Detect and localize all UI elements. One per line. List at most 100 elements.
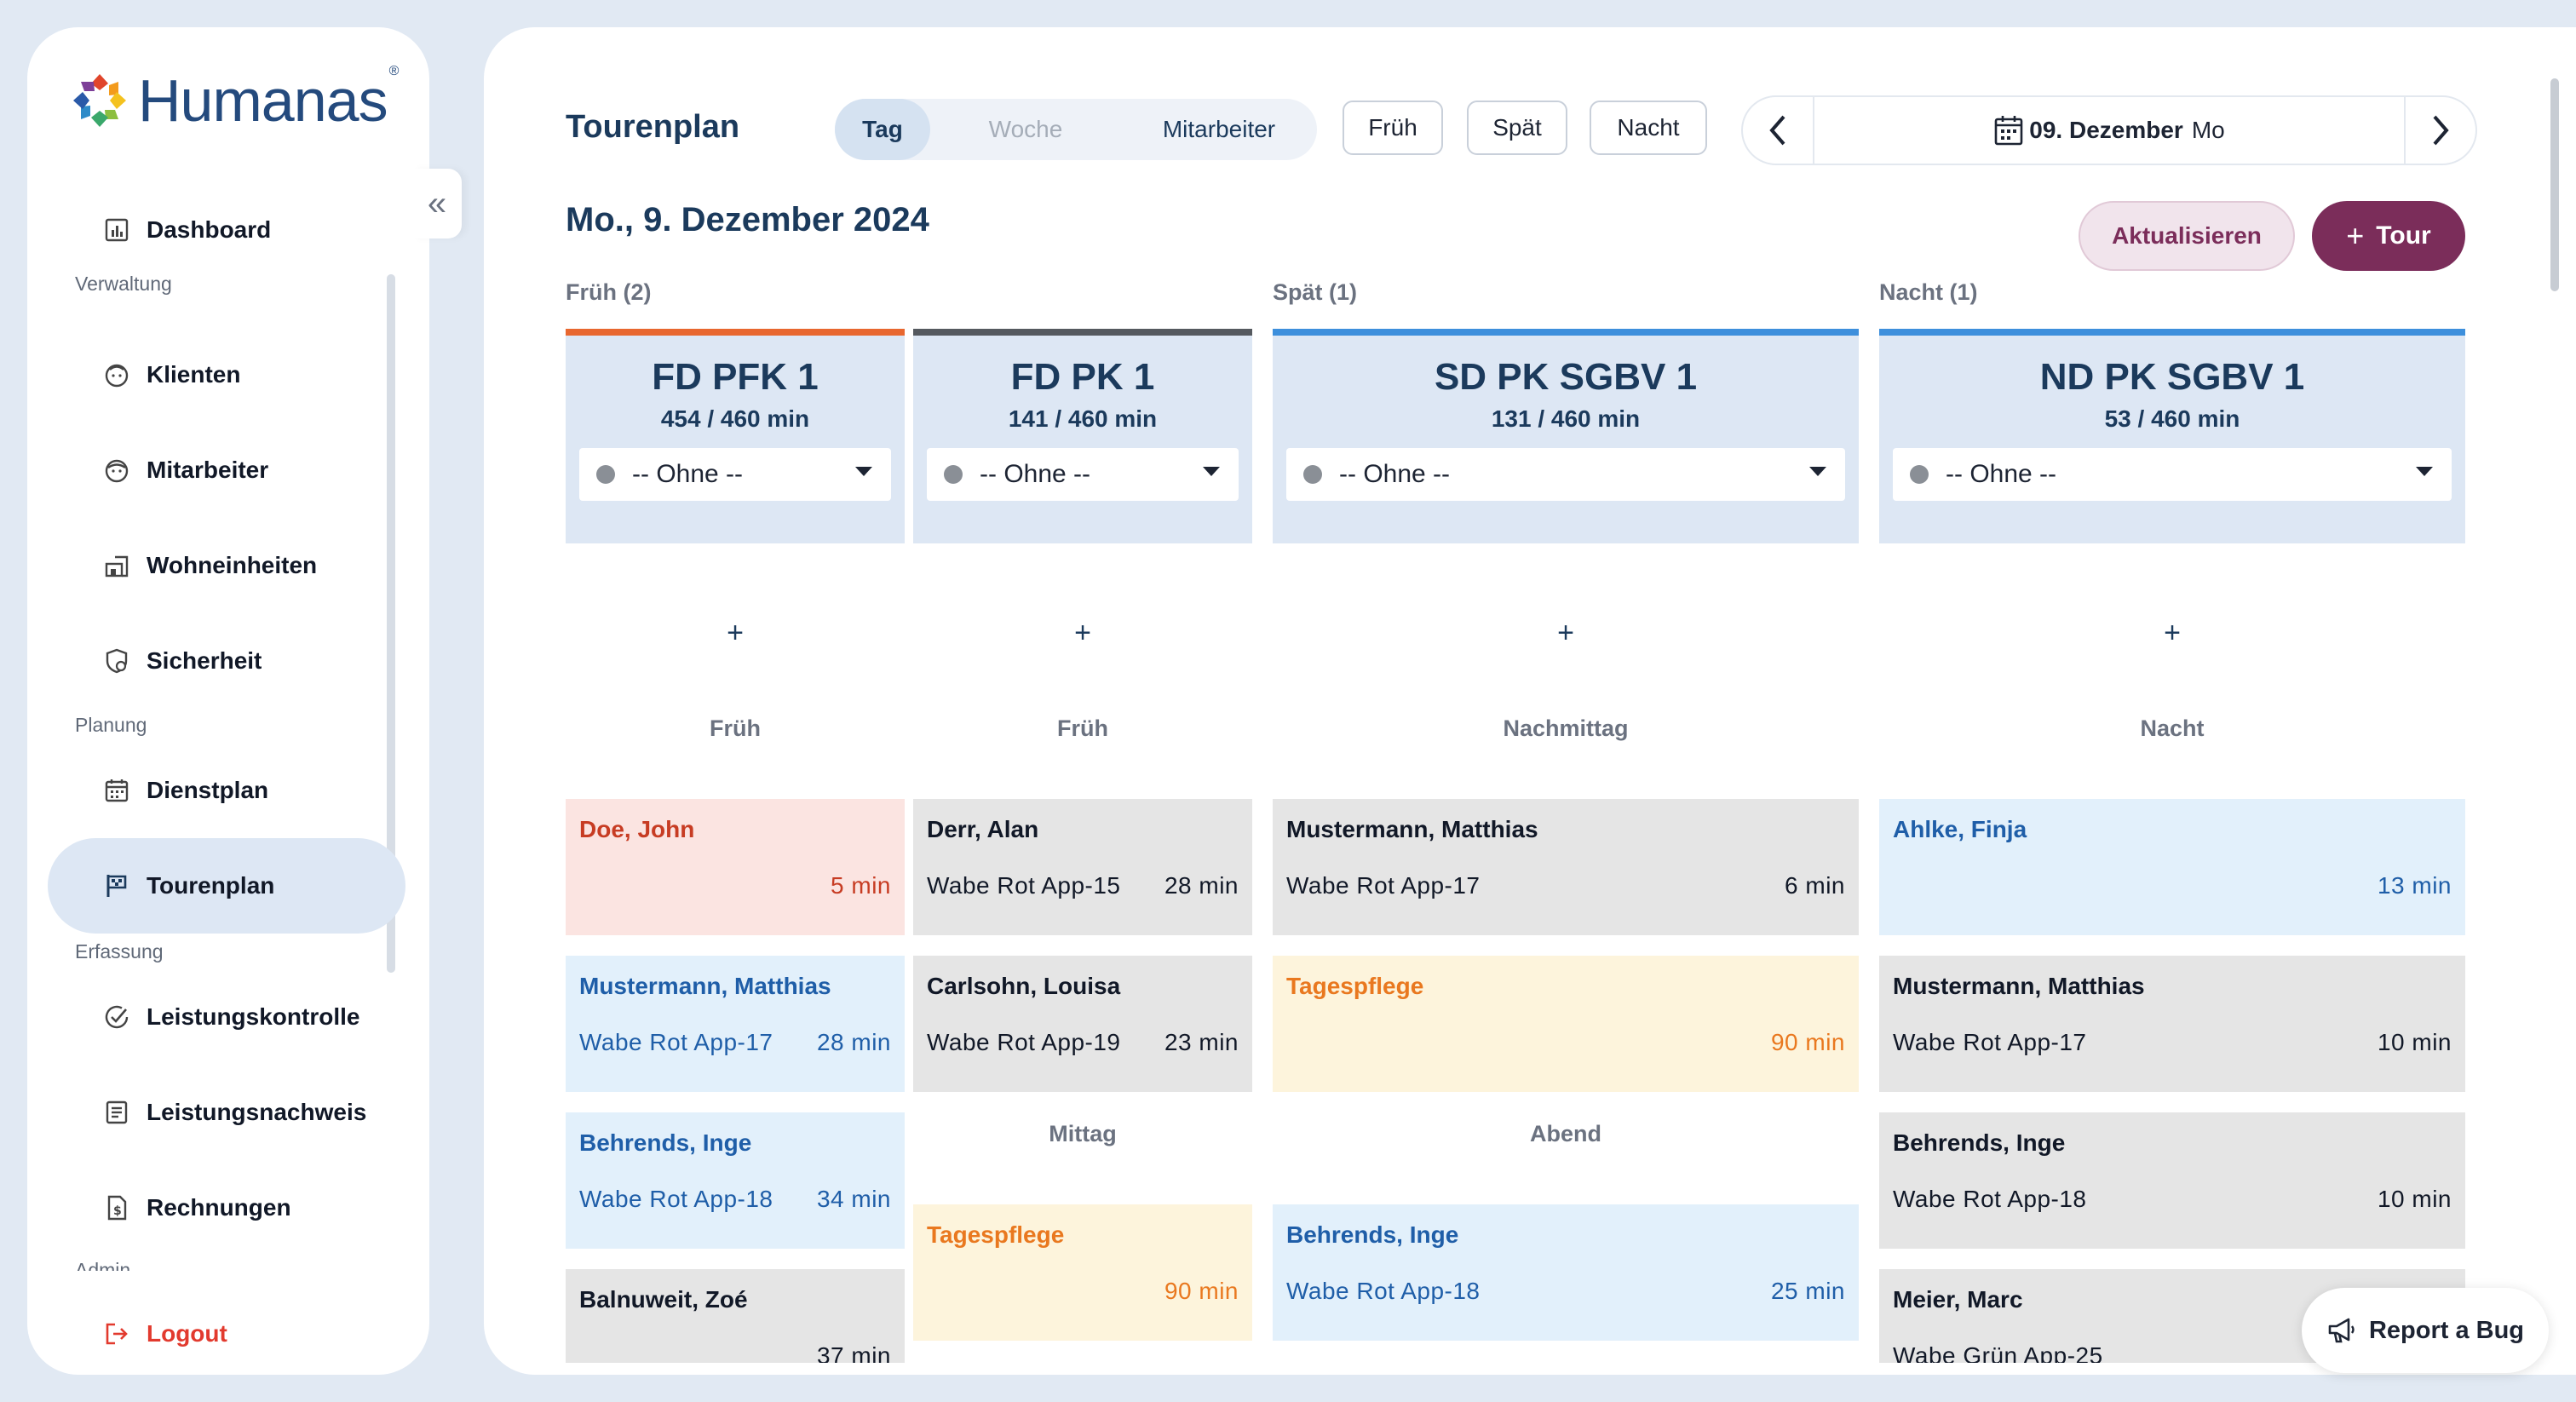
tour-column: SD PK SGBV 1 131 / 460 min -- Ohne -- + … [1273, 329, 1859, 1341]
section-label: Mittag [1049, 1121, 1117, 1146]
visit-card[interactable]: Behrends, Inge Wabe Rot App-18 34 min [566, 1112, 905, 1249]
caret-down-icon [1203, 467, 1220, 476]
date-picker[interactable]: 09. Dezember Mo [1814, 114, 2404, 147]
logout-button[interactable]: Logout [48, 1286, 405, 1375]
add-stop-button[interactable]: + [1074, 617, 1091, 649]
shield-icon [102, 646, 131, 675]
sidebar-item-tourenplan[interactable]: Tourenplan [48, 838, 405, 934]
section-label: Nachmittag [1503, 715, 1629, 741]
visit-card[interactable]: Mustermann, Matthias Wabe Rot App-17 6 mi… [1273, 799, 1859, 935]
sidebar-item-leistungsnachweis[interactable]: Leistungsnachweis [48, 1065, 405, 1160]
sidebar-item-sicherheit[interactable]: Sicherheit [48, 613, 405, 709]
add-stop-button[interactable]: + [727, 617, 744, 649]
visit-card[interactable]: Tagespflege 90 min [1273, 956, 1859, 1092]
visit-location: Wabe Rot App-17 [1893, 1029, 2087, 1055]
visit-card[interactable]: Ahlke, Finja 13 min [1879, 799, 2465, 935]
view-switcher: Tag Woche Mitarbeiter [835, 99, 1317, 160]
chevron-right-icon [2433, 115, 2449, 146]
sidebar-item-label: Rechnungen [147, 1194, 291, 1221]
double-chevron-left-icon: « [427, 184, 447, 222]
tab-woche[interactable]: Woche [988, 116, 1063, 142]
caret-down-icon [2416, 467, 2433, 476]
brand-reg-mark: ® [388, 64, 400, 78]
prev-day-button[interactable] [1743, 97, 1814, 164]
tour-column: FD PK 1 141 / 460 min -- Ohne -- + Früh … [913, 329, 1252, 1341]
sidebar-item-klienten[interactable]: Klienten [48, 327, 405, 422]
visit-card[interactable]: Balnuweit, Zoé 37 min [566, 1269, 905, 1363]
add-stop-button[interactable]: + [1557, 617, 1574, 649]
logo-icon [73, 74, 126, 127]
tour-staff-select[interactable]: -- Ohne -- [1893, 448, 2452, 501]
report-bug-button[interactable]: Report a Bug [2302, 1288, 2549, 1373]
page-title: Tourenplan [566, 109, 740, 145]
sidebar-item-wohneinheiten[interactable]: Wohneinheiten [48, 518, 405, 613]
group-frueh: Früh (2) [566, 279, 652, 305]
section-planung: Planung [75, 714, 147, 736]
status-dot [1910, 465, 1929, 484]
tour-title: ND PK SGBV 1 [2039, 356, 2305, 398]
sidebar-item-dienstplan[interactable]: Dienstplan [48, 743, 405, 838]
visit-card[interactable]: Behrends, Inge Wabe Rot App-18 10 min [1879, 1112, 2465, 1249]
sidebar-item-dashboard[interactable]: Dashboard [48, 182, 405, 278]
tab-mitarbeiter[interactable]: Mitarbeiter [1162, 116, 1276, 142]
shift-nacht-button[interactable]: Nacht [1590, 101, 1707, 155]
logout-label: Logout [147, 1320, 227, 1347]
visit-card[interactable]: Doe, John 5 min [566, 799, 905, 935]
refresh-button[interactable]: Aktualisieren [2079, 201, 2295, 271]
tour-staff-select[interactable]: -- Ohne -- [1286, 448, 1845, 501]
client-name: Mustermann, Matthias [1893, 973, 2145, 999]
visit-card[interactable]: Mustermann, Matthias Wabe Rot App-17 10 m… [1879, 956, 2465, 1092]
visit-card[interactable]: Tagespflege 90 min [913, 1204, 1252, 1341]
tour-column: FD PFK 1 454 / 460 min -- Ohne -- + Früh… [566, 329, 905, 1363]
sidebar-item-label: Leistungskontrolle [147, 1003, 360, 1030]
main-scrollbar[interactable] [2550, 78, 2559, 291]
next-day-button[interactable] [2404, 97, 2475, 164]
date-navigator: 09. Dezember Mo [1741, 95, 2477, 165]
brand-logo[interactable]: Humanas ® [72, 64, 400, 135]
visit-card[interactable]: Derr, Alan Wabe Rot App-15 28 min [913, 799, 1252, 935]
visit-card[interactable]: Behrends, Inge Wabe Rot App-18 25 min [1273, 1204, 1859, 1341]
client-name: Tagespflege [927, 1221, 1065, 1248]
shift-frueh-button[interactable]: Früh [1343, 101, 1443, 155]
select-value: -- Ohne -- [1946, 460, 2057, 488]
visit-location: Wabe Rot App-17 [1286, 872, 1481, 899]
status-dot [1303, 465, 1322, 484]
home-icon [102, 551, 131, 580]
tab-tag[interactable]: Tag [835, 99, 930, 160]
chart-icon [102, 215, 131, 244]
sidebar-item-leistungskontrolle[interactable]: Leistungskontrolle [48, 969, 405, 1065]
visit-duration: 25 min [1770, 1278, 1845, 1304]
sidebar-item-rechnungen[interactable]: $ Rechnungen [48, 1160, 405, 1255]
section-verwaltung: Verwaltung [75, 273, 172, 295]
sidebar-item-mitarbeiter[interactable]: Mitarbeiter [48, 422, 405, 518]
add-stop-button[interactable]: + [2164, 617, 2181, 649]
tour-title: SD PK SGBV 1 [1434, 356, 1698, 398]
visit-duration: 34 min [816, 1186, 891, 1212]
client-name: Ahlke, Finja [1893, 816, 2027, 842]
add-tour-button[interactable]: + Tour [2312, 201, 2465, 271]
client-name: Behrends, Inge [579, 1129, 752, 1156]
sidebar: Humanas ® Dashboard Verwaltung Klienten M… [27, 27, 429, 1375]
visit-card[interactable]: Carlsohn, Louisa Wabe Rot App-19 23 min [913, 956, 1252, 1092]
tour-staff-select[interactable]: -- Ohne -- [927, 448, 1239, 501]
status-dot [596, 465, 615, 484]
section-admin: Admin [75, 1259, 131, 1271]
caret-down-icon [855, 467, 872, 476]
visit-duration: 13 min [2377, 872, 2452, 899]
visit-card[interactable]: Mustermann, Matthias Wabe Rot App-17 28 m… [566, 956, 905, 1092]
invoice-icon: $ [102, 1193, 131, 1222]
client-name: Behrends, Inge [1893, 1129, 2066, 1156]
shift-spaet-button[interactable]: Spät [1467, 101, 1567, 155]
section-label: Abend [1530, 1121, 1601, 1146]
sidebar-item-label: Sicherheit [147, 647, 262, 674]
plus-icon: + [2346, 218, 2365, 253]
visit-location: Wabe Rot App-18 [579, 1186, 773, 1212]
tour-header: SD PK SGBV 1 131 / 460 min -- Ohne -- [1273, 329, 1859, 543]
visit-duration: 23 min [1164, 1029, 1239, 1055]
collapse-sidebar-button[interactable]: « [412, 169, 462, 238]
tour-minutes: 131 / 460 min [1491, 405, 1641, 432]
tour-title: FD PK 1 [1010, 356, 1155, 398]
check-circle-icon [102, 1003, 131, 1031]
tour-staff-select[interactable]: -- Ohne -- [579, 448, 891, 501]
sidebar-scroll-thumb[interactable] [387, 274, 395, 973]
